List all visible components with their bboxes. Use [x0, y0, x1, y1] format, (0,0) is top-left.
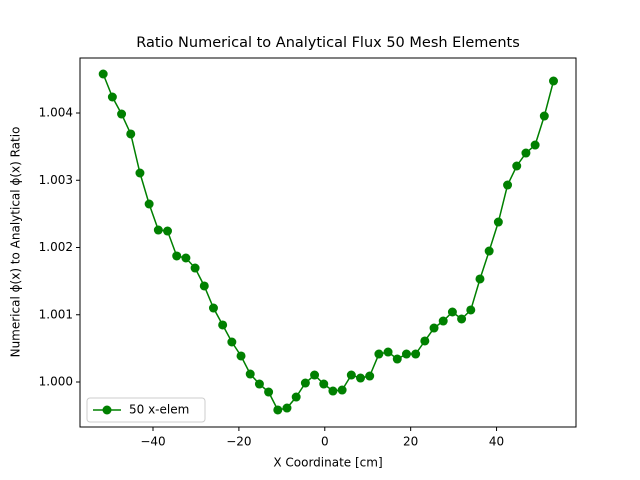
data-point [374, 349, 384, 359]
data-point [218, 320, 228, 330]
data-point [521, 148, 531, 158]
data-point [264, 387, 274, 397]
data-point [503, 180, 513, 190]
data-point [245, 369, 255, 379]
data-point [346, 370, 356, 380]
data-point [466, 305, 476, 315]
data-point [254, 379, 264, 389]
data-point [539, 111, 549, 121]
x-tick-label: −40 [140, 435, 165, 449]
data-point [484, 246, 494, 256]
data-point [273, 405, 283, 415]
y-axis-label: Numerical ϕ(x) to Analytical ϕ(x) Ratio [9, 127, 23, 358]
data-point [172, 251, 182, 261]
legend-marker [102, 405, 112, 415]
data-point [291, 392, 301, 402]
data-point [365, 371, 375, 381]
data-point [181, 253, 191, 263]
data-point [411, 349, 421, 359]
data-point [107, 92, 117, 102]
data-point [356, 373, 366, 383]
data-point [163, 226, 173, 236]
data-point [135, 168, 145, 178]
data-point [199, 281, 209, 291]
y-tick-label: 1.001 [39, 307, 73, 321]
data-point [457, 314, 467, 324]
data-point [548, 76, 558, 86]
legend-box [86, 397, 206, 423]
data-point [227, 337, 237, 347]
x-tick-label: 0 [321, 435, 329, 449]
data-point [98, 69, 108, 79]
y-tick-label: 1.002 [39, 240, 73, 254]
data-point [300, 378, 310, 388]
data-point [429, 323, 439, 333]
data-point [530, 140, 540, 150]
data-point [319, 379, 329, 389]
y-tick-label: 1.004 [39, 106, 73, 120]
data-point [493, 217, 503, 227]
data-point [208, 303, 218, 313]
data-point [144, 199, 154, 209]
data-point [126, 129, 136, 139]
data-point [337, 385, 347, 395]
x-tick-label: 20 [403, 435, 418, 449]
x-tick-label: 40 [489, 435, 504, 449]
data-point [420, 336, 430, 346]
data-point [190, 263, 200, 273]
data-point [328, 386, 338, 396]
data-point [153, 225, 163, 235]
plot-frame [79, 57, 577, 428]
y-tick-label: 1.003 [39, 173, 73, 187]
series-line [102, 73, 555, 411]
data-point [438, 316, 448, 326]
chart-title: Ratio Numerical to Analytical Flux 50 Me… [136, 35, 520, 51]
data-point [383, 347, 393, 357]
x-axis-label: X Coordinate [cm] [273, 456, 382, 470]
data-point [236, 351, 246, 361]
data-point [447, 307, 457, 317]
data-point [310, 370, 320, 380]
data-point [512, 161, 522, 171]
data-point [475, 274, 485, 284]
y-tick-label: 1.000 [39, 375, 73, 389]
data-point [282, 403, 292, 413]
data-point [117, 109, 127, 119]
data-point [392, 354, 402, 364]
legend-label: 50 x-elem [129, 403, 189, 417]
data-point [401, 349, 411, 359]
x-tick-label: −20 [226, 435, 251, 449]
